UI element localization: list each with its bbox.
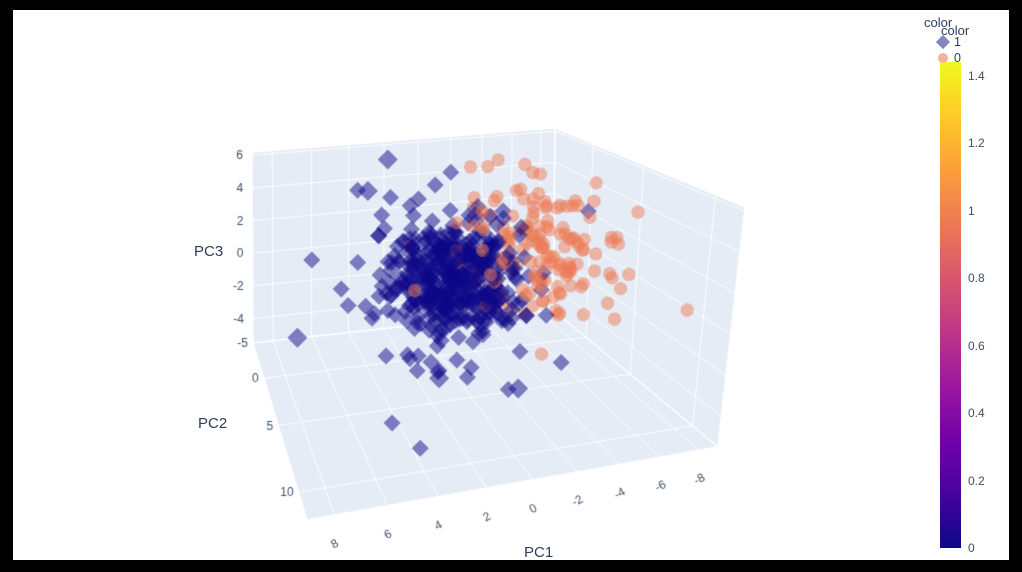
colorbar-tick-label: 0 bbox=[968, 541, 975, 555]
legend-item-0[interactable]: 0 bbox=[938, 51, 961, 65]
circle-marker-icon bbox=[938, 53, 948, 63]
legend-item-label: 0 bbox=[954, 51, 961, 65]
colorbar-tick-label: 1.2 bbox=[968, 136, 985, 150]
colorbar-tick-label: 0.2 bbox=[968, 473, 985, 488]
colorbar-gradient bbox=[940, 62, 961, 548]
legend-title: color bbox=[924, 15, 953, 30]
colorbar: 0 0.2 0.4 0.6 0.8 1 1.2 1.4 bbox=[940, 62, 985, 555]
diamond-marker-icon bbox=[935, 34, 951, 50]
axis-title-pc3: PC3 bbox=[194, 243, 224, 260]
colorbar-title: color bbox=[941, 23, 970, 38]
colorbar-tick-label: 1 bbox=[968, 203, 975, 218]
legend-item-1[interactable]: 1 bbox=[935, 34, 961, 50]
colorbar-tick-label: 0.4 bbox=[968, 406, 985, 420]
colorbar-tick-label: 0.6 bbox=[968, 338, 985, 353]
colorbar-tick-label: 1.4 bbox=[968, 68, 985, 83]
legend-item-label: 1 bbox=[954, 35, 961, 49]
colorbar-tick-label: 0.8 bbox=[968, 271, 985, 285]
axis-title-pc1: PC1 bbox=[524, 544, 554, 561]
axis-title-pc2: PC2 bbox=[198, 415, 228, 432]
